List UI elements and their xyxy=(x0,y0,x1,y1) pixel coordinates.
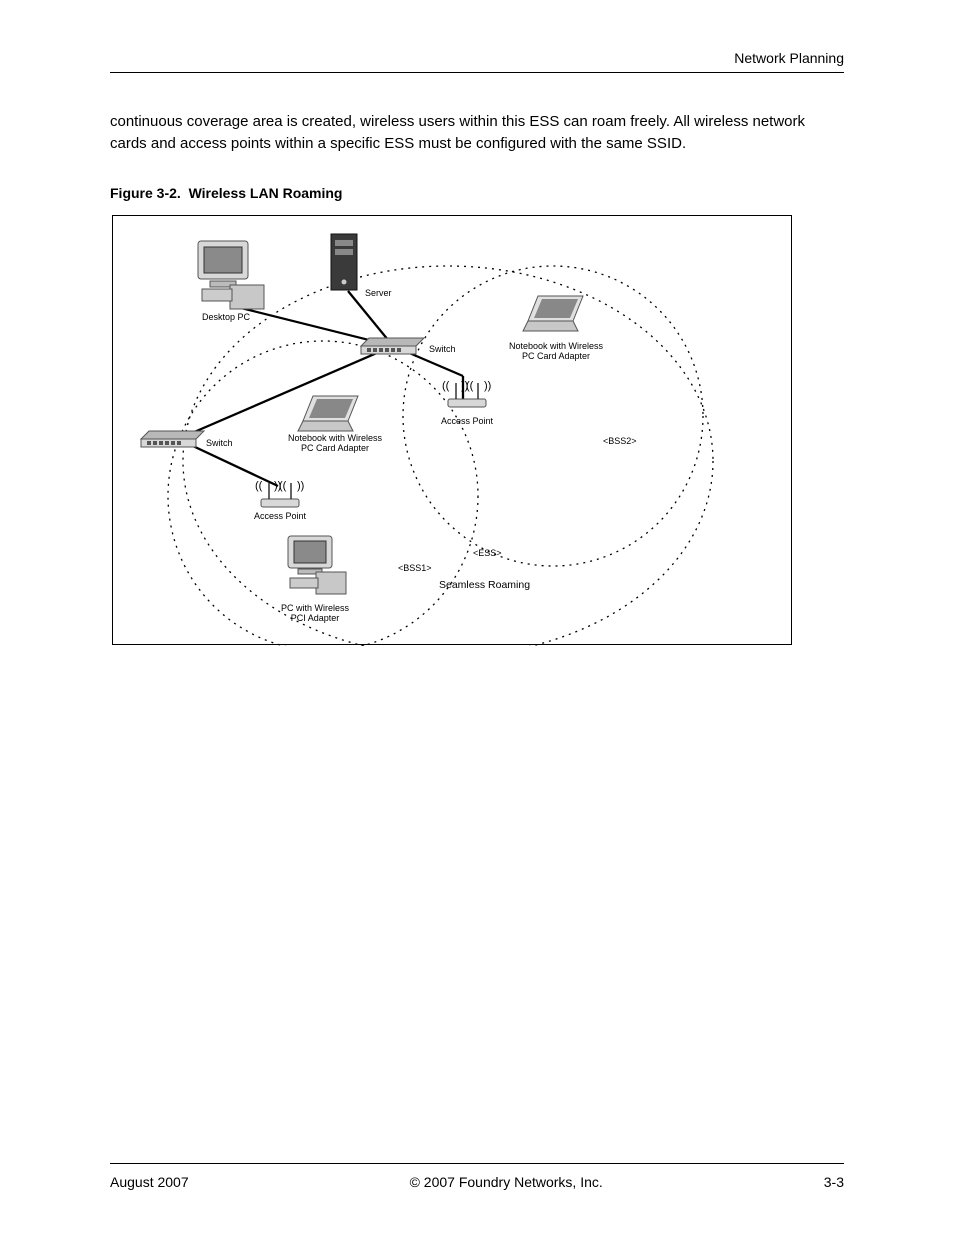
seamless-roaming-label: Seamless Roaming xyxy=(439,579,530,591)
ess-label: <ESS> xyxy=(473,548,502,558)
figure-caption-prefix: Figure 3-2. xyxy=(110,185,181,201)
svg-text:)): )) xyxy=(484,380,491,392)
page-footer: August 2007 © 2007 Foundry Networks, Inc… xyxy=(110,1163,844,1190)
page-header: Network Planning xyxy=(110,50,844,73)
switch-left-label: Switch xyxy=(206,438,233,448)
notebook-center-label2: PC Card Adapter xyxy=(301,443,369,453)
section-title: Network Planning xyxy=(734,50,844,66)
page-container: Network Planning continuous coverage are… xyxy=(0,0,954,1235)
notebook-center-label1: Notebook with Wireless xyxy=(288,433,383,443)
svg-text:((: (( xyxy=(466,380,474,392)
figure-caption: Figure 3-2. Wireless LAN Roaming xyxy=(110,185,844,201)
access-point-left-icon: (( )) (( )) xyxy=(255,480,304,507)
notebook-right-label2: PC Card Adapter xyxy=(522,351,590,361)
svg-text:((: (( xyxy=(279,480,287,492)
bss1-label: <BSS1> xyxy=(398,563,432,573)
svg-text:)): )) xyxy=(297,480,304,492)
switch-center-label: Switch xyxy=(429,344,456,354)
notebook-center-icon xyxy=(298,396,358,431)
pc-wireless-label2: PCI Adapter xyxy=(291,613,340,623)
svg-text:((: (( xyxy=(442,380,450,392)
notebook-right-icon xyxy=(523,296,583,331)
desktop-pc-icon xyxy=(198,241,264,309)
notebook-right-label1: Notebook with Wireless xyxy=(509,341,604,351)
footer-copyright: © 2007 Foundry Networks, Inc. xyxy=(410,1174,603,1190)
server-icon xyxy=(331,234,357,290)
switch-center-icon xyxy=(361,338,424,354)
access-point-right-icon: (( )) (( )) xyxy=(442,380,491,407)
desktop-pc-label: Desktop PC xyxy=(202,312,251,322)
access-point-left-label: Access Point xyxy=(254,511,307,521)
figure-caption-title: Wireless LAN Roaming xyxy=(189,185,343,201)
footer-page-number: 3-3 xyxy=(824,1174,844,1190)
figure-diagram: Desktop PC Server Switch xyxy=(112,215,792,645)
svg-text:((: (( xyxy=(255,480,263,492)
pc-wireless-icon xyxy=(288,536,346,594)
bss2-label: <BSS2> xyxy=(603,436,637,446)
pc-wireless-label1: PC with Wireless xyxy=(281,603,350,613)
footer-date: August 2007 xyxy=(110,1174,189,1190)
switch-left-icon xyxy=(141,431,204,447)
server-label: Server xyxy=(365,288,392,298)
bss1-boundary xyxy=(168,341,478,646)
body-paragraph: continuous coverage area is created, wir… xyxy=(110,111,844,155)
access-point-right-label: Access Point xyxy=(441,416,494,426)
